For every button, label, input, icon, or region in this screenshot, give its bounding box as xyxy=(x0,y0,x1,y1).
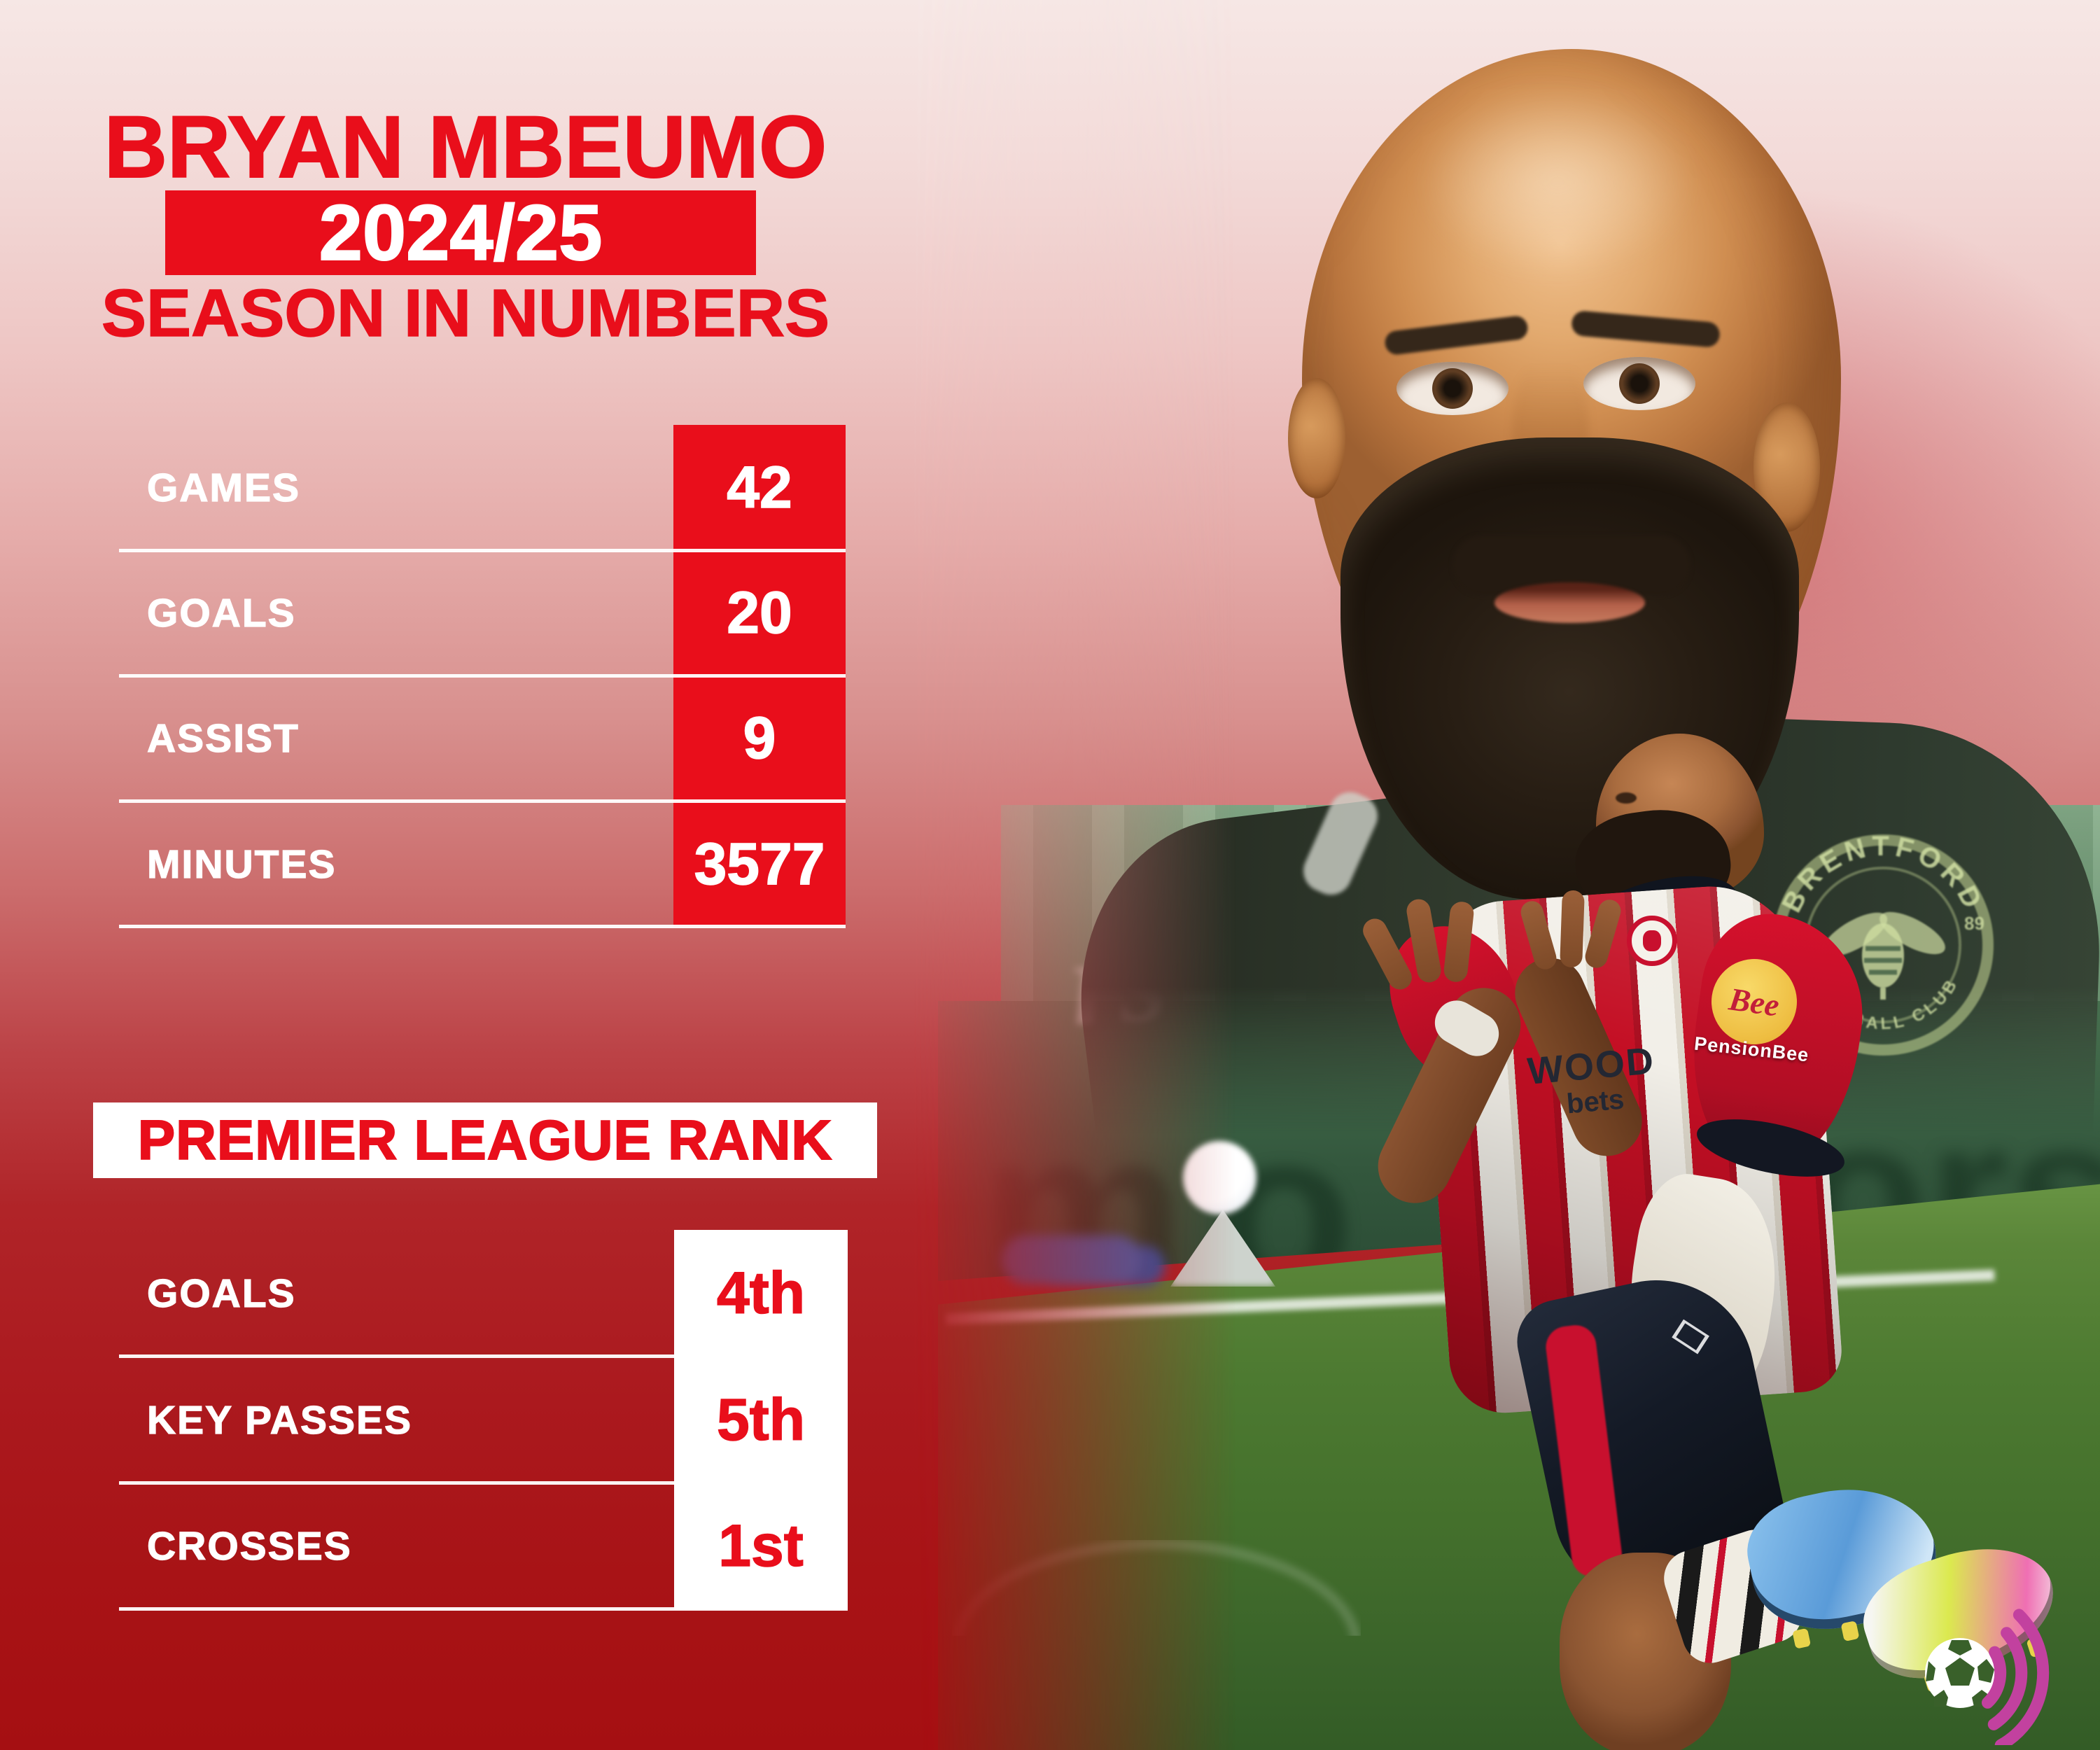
rank-section-banner: PREMIER LEAGUE RANK xyxy=(93,1102,877,1178)
page-title: BRYAN MBEUMO xyxy=(104,99,827,196)
signal-arcs-icon xyxy=(1981,1609,2050,1745)
stat-label-assist: ASSIST xyxy=(146,715,300,761)
red-fade-overlay xyxy=(805,0,1295,1750)
rank-section-title: PREMIER LEAGUE RANK xyxy=(137,1108,833,1172)
shirt-sponsor-line2: bets xyxy=(1565,1084,1625,1120)
season-banner-text: 2024/25 xyxy=(318,188,603,277)
stat-value-games: 42 xyxy=(727,454,793,521)
stat-value-goals: 20 xyxy=(727,579,793,646)
stat-label-minutes: MINUTES xyxy=(146,841,337,887)
rank-value-goals: 4th xyxy=(716,1259,806,1326)
stat-label-goals: GOALS xyxy=(146,590,296,636)
rank-value-column xyxy=(674,1230,848,1609)
season-banner: 2024/25 xyxy=(165,188,756,277)
umbro-diamond-icon xyxy=(1672,1319,1709,1354)
rank-value-keypasses: 5th xyxy=(716,1386,806,1453)
rank-divider-3 xyxy=(119,1607,848,1611)
stat-value-minutes: 3577 xyxy=(694,830,825,897)
left-eye xyxy=(1396,362,1508,415)
stat-label-games: GAMES xyxy=(146,465,301,510)
stats-divider-4 xyxy=(119,925,846,928)
rank-divider-1 xyxy=(119,1354,848,1358)
player-left-hand xyxy=(1359,895,1491,1003)
football-signal-logo xyxy=(1925,1609,2050,1745)
player-right-hand xyxy=(1518,888,1626,982)
celebrating-player: Bee PensionBee WOOD bets xyxy=(1330,728,2100,1750)
patch-script-text: Bee xyxy=(1727,980,1782,1023)
stats-divider-1 xyxy=(119,549,846,552)
lips xyxy=(1494,582,1645,623)
rank-value-crosses: 1st xyxy=(718,1512,804,1579)
rank-divider-2 xyxy=(119,1481,848,1485)
rank-label-crosses: CROSSES xyxy=(146,1523,352,1569)
player-eye xyxy=(1616,792,1637,804)
rank-label-goals: GOALS xyxy=(146,1270,296,1316)
right-eye xyxy=(1583,357,1695,410)
stats-divider-3 xyxy=(119,799,846,803)
rank-label-keypasses: KEY PASSES xyxy=(146,1397,413,1443)
left-ear xyxy=(1288,378,1345,498)
page-subtitle: SEASON IN NUMBERS xyxy=(101,276,830,351)
club-crest xyxy=(1627,916,1677,966)
stats-divider-2 xyxy=(119,674,846,678)
forehead-highlight xyxy=(1421,88,1694,276)
soccer-ball-icon xyxy=(1925,1638,1995,1708)
bee-icon xyxy=(1822,911,1945,1000)
stat-value-assist: 9 xyxy=(743,704,776,771)
badge-year: 89 xyxy=(1964,913,1984,934)
